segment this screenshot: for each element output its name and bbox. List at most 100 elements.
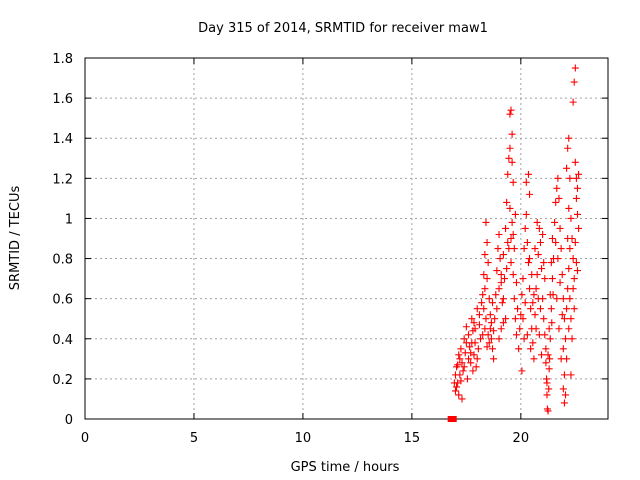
data-point <box>456 371 464 379</box>
data-point <box>509 271 517 279</box>
data-point <box>475 321 483 329</box>
data-point <box>473 305 481 313</box>
data-point <box>538 265 546 273</box>
data-point <box>529 299 537 307</box>
data-point <box>539 230 547 238</box>
x-tick-label: 0 <box>81 431 89 446</box>
data-points <box>447 64 583 422</box>
data-point <box>536 239 544 247</box>
data-point <box>457 377 465 385</box>
data-point <box>540 259 548 267</box>
data-point <box>546 355 554 363</box>
x-tick-label: 15 <box>404 431 421 446</box>
data-point <box>526 285 534 293</box>
data-point <box>564 144 572 152</box>
data-point <box>491 315 499 323</box>
data-point <box>489 299 497 307</box>
data-point <box>553 295 561 303</box>
data-point <box>526 190 534 198</box>
data-point <box>503 198 511 206</box>
data-point <box>490 327 498 335</box>
data-point <box>511 315 519 323</box>
y-tick-label: 0 <box>65 413 73 428</box>
data-point <box>571 64 579 72</box>
data-point <box>455 391 463 399</box>
y-tick-label: 1.4 <box>52 132 73 147</box>
data-point <box>493 305 501 313</box>
data-point <box>497 279 505 287</box>
data-point <box>544 351 552 359</box>
data-point <box>572 174 580 182</box>
data-point <box>518 367 526 375</box>
data-point <box>541 275 549 283</box>
data-point <box>557 355 565 363</box>
data-point <box>565 204 573 212</box>
data-point <box>553 184 561 192</box>
data-point <box>485 339 493 347</box>
data-point <box>499 319 507 327</box>
data-point <box>559 295 567 303</box>
data-point <box>459 367 467 375</box>
data-point <box>570 275 578 283</box>
data-point <box>475 311 483 319</box>
data-point <box>467 359 475 367</box>
data-point <box>551 218 559 226</box>
data-point <box>479 331 487 339</box>
data-point <box>457 345 465 353</box>
data-point <box>524 170 532 178</box>
data-point <box>524 259 532 267</box>
data-point <box>502 315 510 323</box>
data-point <box>482 218 490 226</box>
data-point <box>568 335 576 343</box>
y-axis-label: SRMTID / TECUs <box>8 186 23 291</box>
data-point <box>556 224 564 232</box>
data-point <box>509 178 517 186</box>
data-point <box>523 239 531 247</box>
axis-ticks: 0 0.2 0.4 0.6 0.8 1 1.2 1.4 1.6 1.8 0 5 10 15 20 <box>52 52 608 446</box>
x-axis-label: GPS time / hours <box>291 460 400 475</box>
y-tick-label: 1.2 <box>52 172 73 187</box>
data-point <box>569 98 577 106</box>
data-point <box>531 311 539 319</box>
data-point <box>471 325 479 333</box>
data-point <box>572 259 580 267</box>
data-point <box>567 371 575 379</box>
data-point <box>535 224 543 232</box>
data-point <box>522 178 530 186</box>
data-point <box>481 285 489 293</box>
data-point <box>472 363 480 371</box>
data-point <box>554 255 562 263</box>
data-point <box>481 251 489 259</box>
data-point <box>533 218 541 226</box>
data-point <box>458 395 466 403</box>
data-point <box>570 305 578 313</box>
data-point <box>507 235 515 242</box>
y-tick-label: 1.8 <box>52 52 73 67</box>
data-point <box>575 170 583 178</box>
data-point <box>547 305 555 313</box>
data-point <box>573 267 581 275</box>
y-tick-label: 0.2 <box>52 373 73 388</box>
data-point <box>495 335 503 343</box>
data-point <box>485 295 493 303</box>
data-point <box>527 345 535 353</box>
data-point <box>483 343 491 351</box>
y-tick-label: 0.8 <box>52 253 73 268</box>
data-point <box>559 385 567 393</box>
data-point <box>532 325 540 333</box>
x-tick-label: 10 <box>295 431 312 446</box>
data-point <box>563 164 571 172</box>
data-point <box>493 267 501 275</box>
data-point <box>451 387 459 395</box>
data-point <box>506 144 514 152</box>
data-point <box>498 299 506 307</box>
data-point <box>540 315 548 323</box>
data-point <box>519 315 527 323</box>
data-point <box>466 343 474 351</box>
square-marker <box>447 416 454 422</box>
data-point <box>499 251 507 259</box>
data-point <box>506 204 514 212</box>
data-point <box>509 230 517 238</box>
data-point <box>534 295 542 303</box>
grid-lines <box>85 58 608 419</box>
